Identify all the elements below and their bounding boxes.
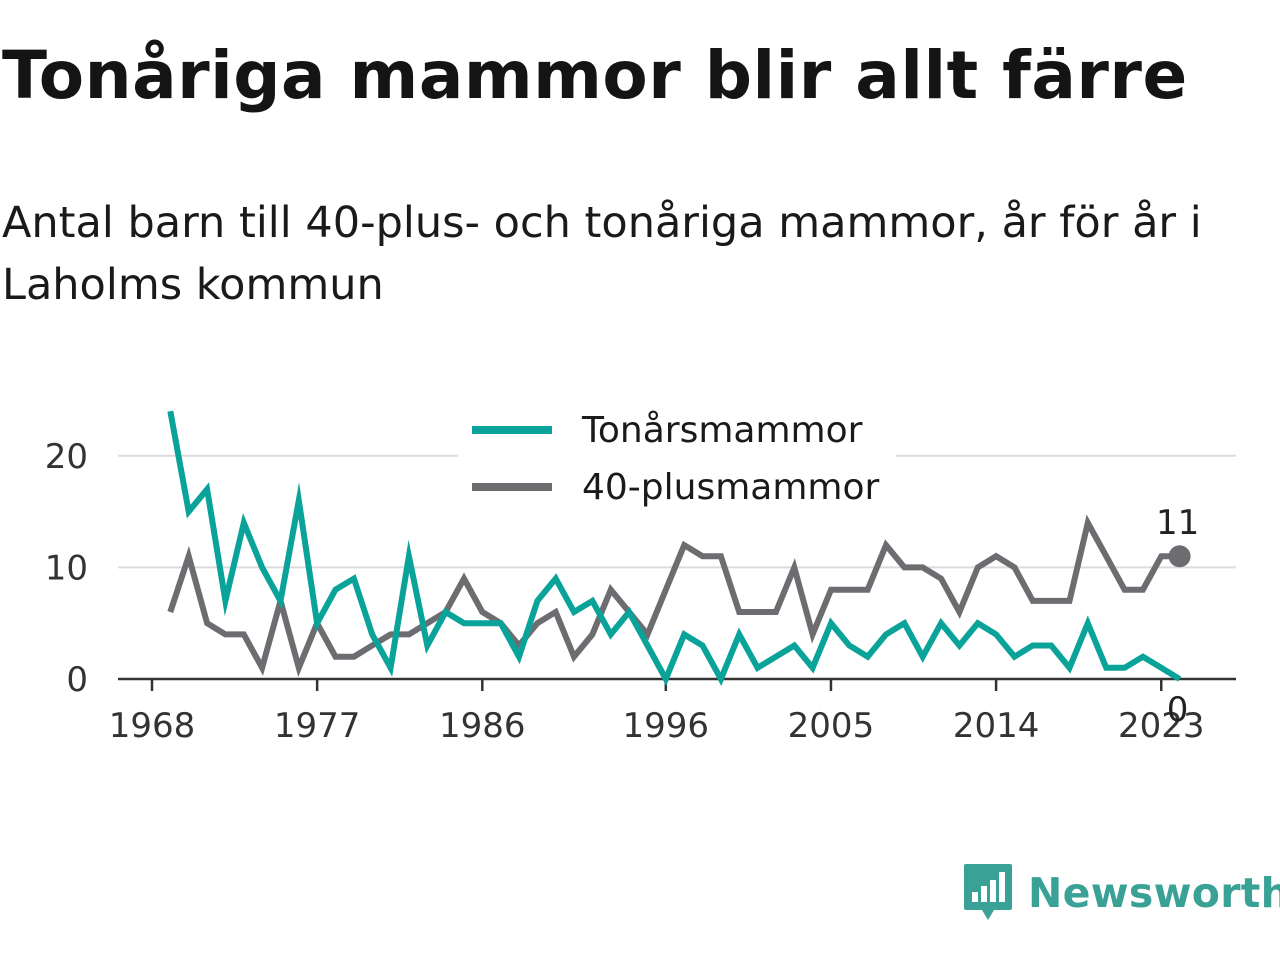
chart-title: Tonåriga mammor blir allt färre bbox=[2, 37, 1188, 114]
end-label-tonarsmammor: 0 bbox=[1167, 690, 1189, 730]
y-tick-label: 20 bbox=[45, 437, 88, 477]
brand-name: Newsworthy bbox=[1028, 869, 1280, 917]
x-tick-label: 1968 bbox=[109, 706, 196, 746]
legend-background bbox=[458, 404, 896, 516]
end-label-40-plusmammor: 11 bbox=[1156, 503, 1199, 543]
newsworthy-logo-icon bbox=[964, 864, 1012, 920]
legend-label: 40-plusmammor bbox=[582, 467, 880, 508]
y-axis-ticks: 0 10 20 bbox=[45, 437, 88, 700]
brand-logo: Newsworthy bbox=[962, 862, 1280, 924]
end-point-marker bbox=[1168, 545, 1191, 568]
series-lines bbox=[167, 410, 1182, 686]
x-tick-label: 1996 bbox=[623, 706, 710, 746]
x-tick-label: 2014 bbox=[953, 706, 1040, 746]
series-line-tonarsmammor bbox=[167, 410, 1182, 686]
series-line-40-plusmammor bbox=[167, 514, 1180, 678]
x-axis: 1968 1977 1986 1996 2005 2014 2023 bbox=[109, 677, 1236, 746]
x-tick-label: 2023 bbox=[1118, 706, 1205, 746]
end-labels: 11 0 bbox=[1156, 503, 1199, 730]
legend: Tonårsmammor 40-plusmammor bbox=[458, 404, 896, 516]
legend-label: Tonårsmammor bbox=[581, 410, 863, 451]
y-tick-label: 10 bbox=[45, 548, 88, 588]
y-tick-label: 0 bbox=[66, 660, 88, 700]
chart-subtitle: Antal barn till 40-plus- och tonåriga ma… bbox=[2, 198, 1202, 310]
line-chart: 0 10 20 1968 1977 1986 1996 2005 2014 2023 Tonår… bbox=[44, 404, 1236, 746]
x-tick-label: 2005 bbox=[788, 706, 875, 746]
x-tick-label: 1986 bbox=[439, 706, 526, 746]
x-tick-label: 1977 bbox=[274, 706, 361, 746]
